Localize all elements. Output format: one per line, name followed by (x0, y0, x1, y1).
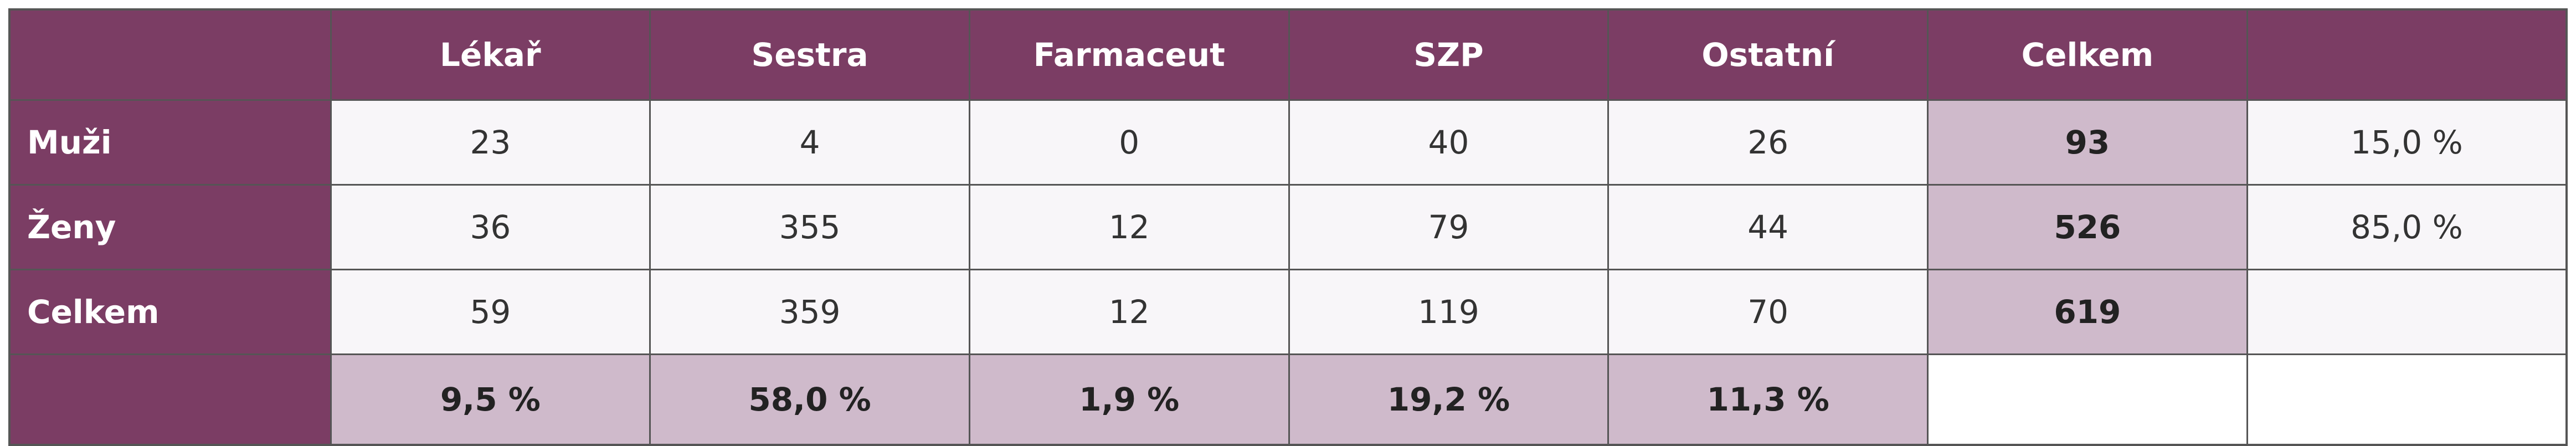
value-cell: 355 (649, 184, 970, 270)
value-cell: 44 (1607, 184, 1929, 270)
value-cell: 40 (1288, 99, 1610, 186)
table-body: Lékař Sestra Farmaceut SZP Ostatní Celkem Muži… (8, 8, 2568, 446)
table-row: Lékař Sestra Farmaceut SZP Ostatní Celkem (8, 8, 2568, 101)
header-cell: SZP (1288, 8, 1610, 101)
row-label: Ženy (8, 184, 332, 270)
header-cell (2246, 8, 2568, 101)
header-cell: Lékař (330, 8, 651, 101)
total-cell: 619 (1927, 269, 2248, 355)
share-cell: 15,0 % (2246, 99, 2568, 186)
share-cell: 11,3 % (1607, 353, 1929, 446)
header-cell (8, 8, 332, 101)
row-label: Muži (8, 99, 332, 186)
share-cell: 58,0 % (649, 353, 970, 446)
empty-cell (1927, 353, 2248, 446)
header-cell: Sestra (649, 8, 970, 101)
share-cell (2246, 269, 2568, 355)
value-cell: 4 (649, 99, 970, 186)
share-cell: 9,5 % (330, 353, 651, 446)
row-label: Celkem (8, 269, 332, 355)
share-cell: 1,9 % (968, 353, 1290, 446)
total-cell: 526 (1927, 184, 2248, 270)
value-cell: 12 (968, 184, 1290, 270)
value-cell: 12 (968, 269, 1290, 355)
empty-cell (2246, 353, 2568, 446)
value-cell: 70 (1607, 269, 1929, 355)
row-label (8, 353, 332, 446)
value-cell: 36 (330, 184, 651, 270)
value-cell: 0 (968, 99, 1290, 186)
header-cell: Ostatní (1607, 8, 1929, 101)
total-cell: 93 (1927, 99, 2248, 186)
value-cell: 119 (1288, 269, 1610, 355)
table-row: Ženy 36 355 12 79 44 526 85,0 % (8, 184, 2568, 270)
header-cell: Celkem (1927, 8, 2248, 101)
value-cell: 59 (330, 269, 651, 355)
data-table: Lékař Sestra Farmaceut SZP Ostatní Celkem Muži… (8, 8, 2568, 446)
value-cell: 79 (1288, 184, 1610, 270)
table-row: 9,5 % 58,0 % 1,9 % 19,2 % 11,3 % (8, 353, 2568, 446)
table-row: Muži 23 4 0 40 26 93 15,0 % (8, 99, 2568, 186)
header-cell: Farmaceut (968, 8, 1290, 101)
value-cell: 26 (1607, 99, 1929, 186)
table-row: Celkem 59 359 12 119 70 619 (8, 269, 2568, 355)
share-cell: 19,2 % (1288, 353, 1610, 446)
value-cell: 23 (330, 99, 651, 186)
share-cell: 85,0 % (2246, 184, 2568, 270)
value-cell: 359 (649, 269, 970, 355)
